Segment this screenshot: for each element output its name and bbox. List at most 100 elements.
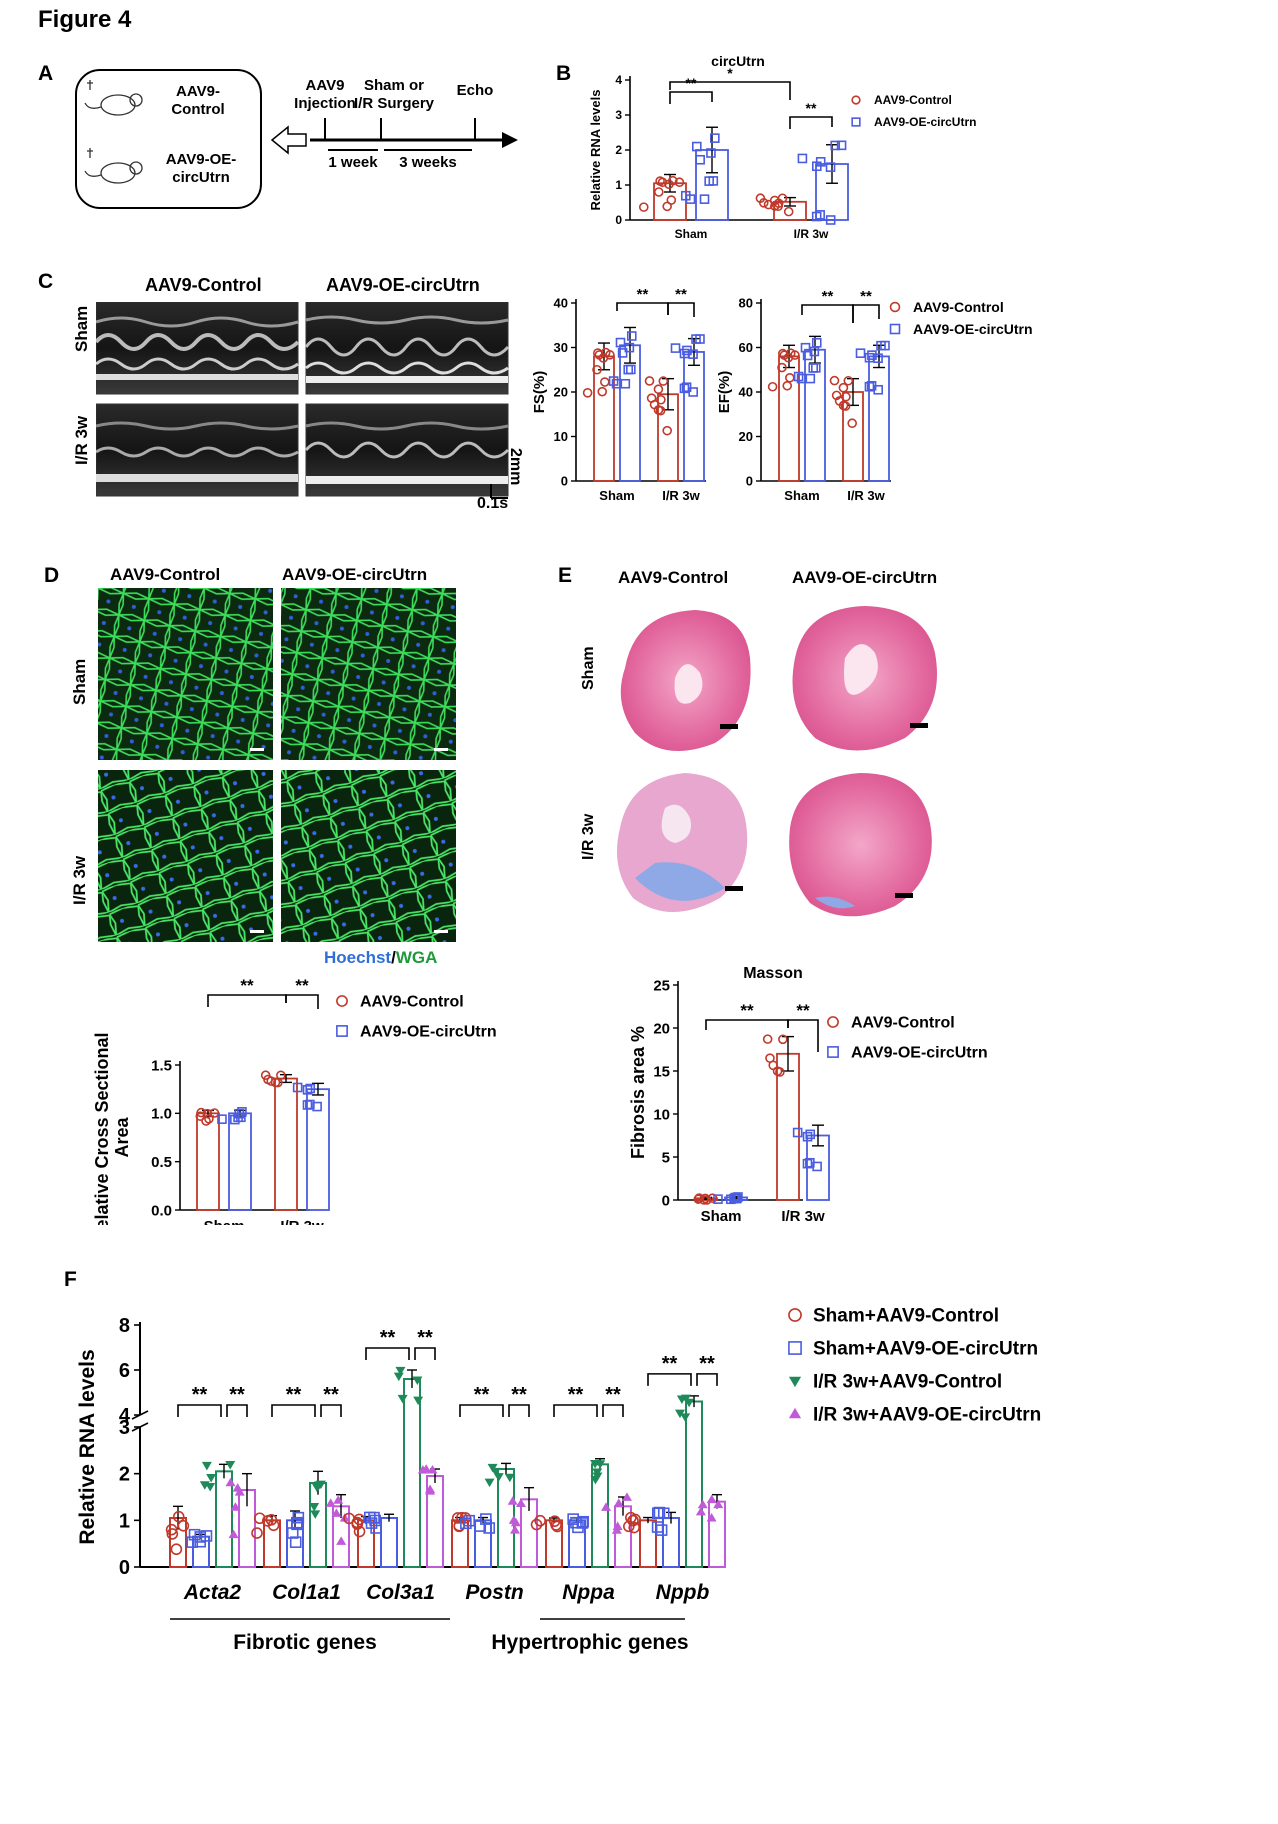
dot [644,376,655,386]
legend-entry: AAV9-OE-circUtrn [851,1045,988,1062]
bar [685,1400,703,1568]
dot [590,1459,601,1469]
dot [802,1158,813,1169]
significance-bracket [459,1404,504,1417]
y-tick-label: 25 [653,977,670,994]
dot [325,1498,336,1507]
dot [165,1523,178,1536]
significance-bracket [669,91,713,104]
y-tick-label: 0 [662,1192,670,1209]
dot [695,154,705,165]
dot [261,1515,274,1527]
dot [792,1127,803,1138]
dot [600,377,610,387]
dot [620,378,631,389]
significance-bracket [271,1404,316,1417]
legend-entry: AAV9-OE-circUtrn [874,115,976,129]
dot [507,1496,518,1505]
significance-bracket [616,302,669,315]
significance-bracket [508,1404,530,1417]
group-label-hypertrophic: Hypertrophic genes [491,1631,688,1654]
y-axis-label: Relative Cross Sectional [92,1032,112,1225]
dot [688,387,698,397]
dot [674,1409,685,1419]
dot [551,1520,564,1533]
svg-text:Sham orI/R Surgery: Sham or I/R Surgery [354,77,435,112]
dot [680,1394,691,1404]
dot [310,1510,321,1519]
dot [474,1520,487,1532]
dot [808,363,819,373]
dot [797,153,808,164]
significance-label: ** [568,1384,584,1406]
wga-sham-oe [281,588,456,760]
bar [228,1112,252,1211]
dot [706,1494,717,1504]
bar [778,355,800,482]
x-tick-label: Sham [599,488,634,503]
dot [788,1341,802,1355]
significance-label: ** [511,1384,527,1406]
dot [778,1034,788,1045]
y-tick-label: 1 [119,1510,130,1532]
dot [397,1394,408,1404]
dot [309,1502,320,1512]
significance-label: ** [699,1353,715,1375]
interval-2: 3 weeks [399,154,457,171]
significance-label: ** [380,1327,396,1349]
y-tick-label: 1 [615,178,622,192]
y-tick-label: 8 [119,1315,130,1337]
dot [755,193,766,204]
y-tick-label: 1.5 [151,1057,172,1074]
significance-bracket [553,1404,598,1417]
dot [653,384,664,395]
dot [592,364,602,375]
dot [364,1511,376,1524]
bar [683,351,705,482]
significance-label: ** [323,1384,339,1406]
dot [710,133,720,143]
dot [847,418,857,429]
dot [534,1514,546,1527]
dot [841,391,851,402]
dot [225,1477,236,1487]
dot [889,301,901,313]
dot [788,1308,802,1322]
dot [626,331,637,341]
significance-label: ** [240,976,254,995]
y-tick-label: 10 [653,1106,670,1123]
dot [230,1502,241,1511]
bar [306,1088,330,1211]
c-row-label-2: I/R 3w [72,415,91,465]
dot [658,376,669,386]
dot [700,1193,711,1204]
dot [706,1513,717,1522]
x-tick-label: Sham [204,1218,245,1225]
y-tick-label: 0 [746,474,753,489]
dot [655,1524,668,1536]
panel-label-e: E [558,564,573,587]
bar [708,1500,726,1569]
dot [699,194,710,204]
dot [873,353,883,364]
bar [403,1378,421,1568]
dot [691,141,702,152]
dot [612,1521,623,1530]
dot [657,1507,670,1520]
dot [829,375,840,386]
panel-label-f: F [64,1268,77,1291]
dot [289,1536,302,1548]
wga-micrographs [98,588,456,942]
dot [827,1016,839,1028]
dot [292,1082,303,1093]
masson-sham-control [620,610,751,751]
significance-label: ** [740,1001,754,1020]
dot [370,1522,382,1534]
dot [697,1499,708,1509]
legend-entry: AAV9-OE-circUtrn [360,1024,497,1041]
dot [597,386,608,397]
wga-ir-oe [281,770,456,942]
dot [515,1498,526,1507]
y-tick-label: 5 [662,1149,670,1166]
dot [805,373,816,384]
